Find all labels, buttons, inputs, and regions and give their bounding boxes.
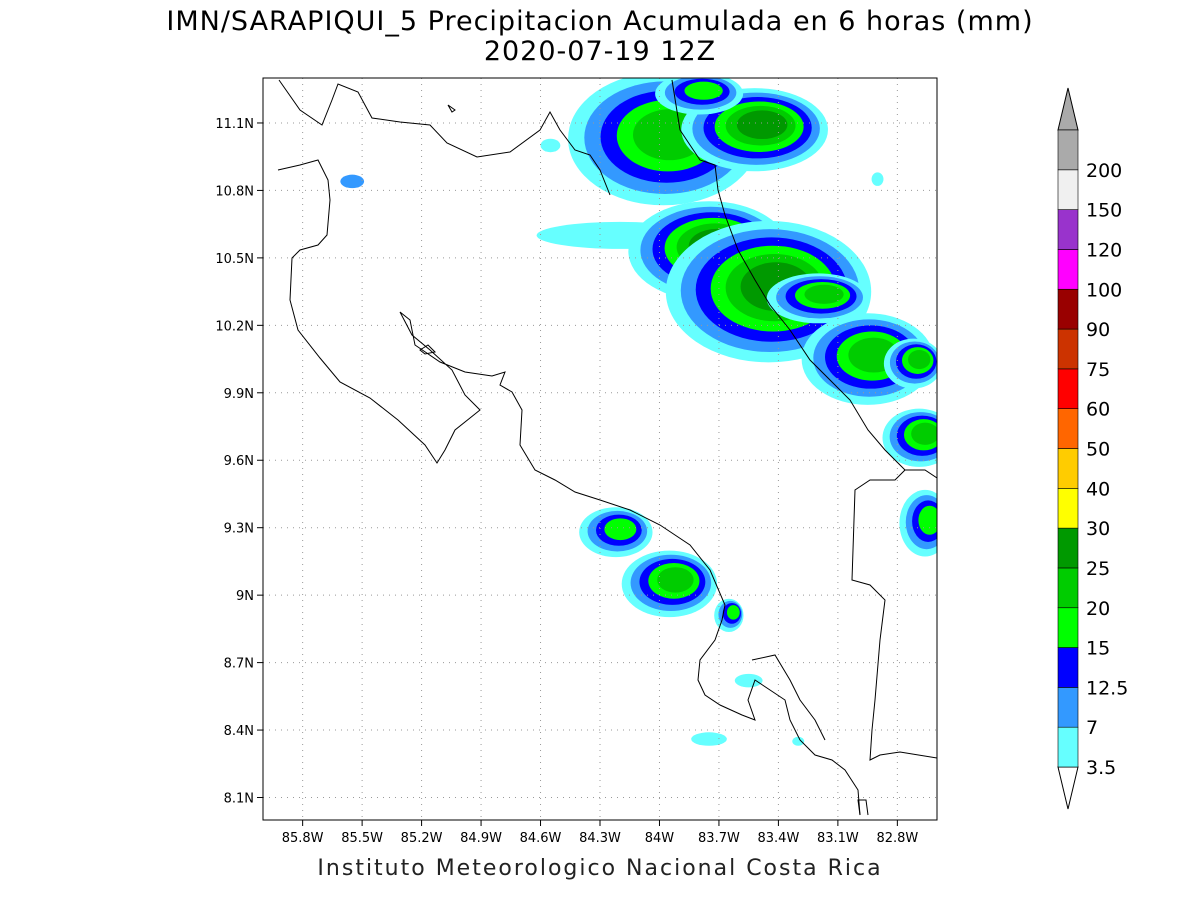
lake-nicaragua-shore: [278, 79, 611, 196]
rain-contour-20: [657, 567, 694, 593]
lon-tick-label: 85.2W: [401, 831, 443, 846]
chart-title-line1: IMN/SARAPIQUI_5 Precipitacion Acumulada …: [166, 6, 1034, 37]
rain-contour-20: [911, 422, 937, 445]
lat-tick-label: 10.2N: [215, 319, 254, 334]
grid-lines: [263, 78, 937, 820]
coastline-borders: [263, 79, 937, 816]
lat-tick-label: 8.4N: [224, 724, 254, 739]
rain-contour-20: [804, 284, 844, 304]
lat-tick-label: 9.3N: [224, 522, 254, 537]
colorbar-swatch: [1057, 169, 1079, 210]
colorbar-swatch: [1057, 647, 1079, 688]
footer-credit: Instituto Meteorologico Nacional Costa R…: [317, 856, 883, 881]
colorbar-label: 20: [1086, 598, 1110, 620]
colorbar-label: 7: [1086, 717, 1098, 739]
axis-ticks: 85.8W 85.5W 85.2W 84.9W 84.6W 84.3W 84W 83.7W 83…: [215, 117, 918, 846]
lon-tick-label: 85.5W: [341, 831, 383, 846]
lon-tick-label: 82.8W: [876, 831, 918, 846]
colorbar-swatch: [1057, 607, 1079, 648]
lon-tick-label: 84.3W: [579, 831, 621, 846]
rain-contour-15: [604, 518, 637, 541]
colorbar-label: 90: [1086, 319, 1110, 341]
lat-tick-label: 8.7N: [224, 657, 254, 672]
colorbar-swatch: [1057, 288, 1079, 330]
colorbar-swatch: [1057, 488, 1079, 529]
pacific-coast: [263, 80, 861, 816]
colorbar-swatch: [1057, 209, 1079, 250]
colorbar-label: 120: [1086, 239, 1122, 261]
islet: [447, 104, 456, 113]
lon-tick-label: 85.8W: [282, 831, 324, 846]
colorbar-label: 3.5: [1086, 757, 1116, 779]
light-rain-band: [540, 138, 561, 153]
colorbar-swatch: [1057, 527, 1079, 569]
lat-tick-label: 10.8N: [215, 184, 254, 199]
caribbean-coast: [671, 79, 937, 479]
rain-contour-20: [907, 350, 931, 370]
light-rain-band: [340, 174, 365, 189]
colorbar-bottom-arrow: [1057, 766, 1079, 810]
colorbar-label: 75: [1086, 359, 1110, 381]
lat-tick-label: 9N: [236, 589, 254, 604]
colorbar-swatch: [1057, 328, 1079, 370]
lat-tick-label: 10.5N: [215, 252, 254, 267]
lon-tick-label: 84W: [645, 831, 675, 846]
lat-tick-label: 9.9N: [224, 387, 254, 402]
colorbar-label: 200: [1086, 160, 1122, 182]
rain-contour-15: [684, 81, 723, 100]
colorbar-swatch: [1057, 448, 1079, 489]
light-rain-band: [734, 673, 763, 688]
precipitation-layer: [340, 78, 937, 746]
light-rain-band: [871, 172, 884, 186]
colorbar-label: 12.5: [1086, 677, 1128, 699]
colorbar-label: 30: [1086, 518, 1110, 540]
lat-tick-label: 9.6N: [224, 454, 254, 469]
lon-tick-label: 83.7W: [698, 831, 740, 846]
rain-contour-15: [726, 605, 740, 620]
colorbar-swatch: [1057, 726, 1079, 768]
lon-tick-label: 84.6W: [520, 831, 562, 846]
colorbar-swatch: [1057, 567, 1079, 609]
gulf-nicoya-island: [419, 344, 437, 355]
lat-tick-label: 8.1N: [224, 792, 254, 807]
colorbar-label: 100: [1086, 279, 1122, 301]
colorbar-label: 25: [1086, 558, 1110, 580]
colorbar-label: 40: [1086, 478, 1110, 500]
chart-title-date: 2020-07-19 12Z: [483, 36, 717, 67]
colorbar-label: 150: [1086, 200, 1122, 222]
osa-peninsula: [751, 654, 826, 741]
southern-border: [857, 799, 869, 816]
colorbar: 3.5 7 12.5 15 20 25 30 40 50 60 75 90 100 120 150 200: [1057, 87, 1128, 810]
colorbar-swatch: [1057, 408, 1079, 449]
colorbar-swatch: [1057, 129, 1079, 171]
lat-tick-label: 11.1N: [215, 117, 254, 132]
colorbar-label: 60: [1086, 399, 1110, 421]
lon-tick-label: 84.9W: [460, 831, 502, 846]
lon-tick-label: 83.4W: [758, 831, 800, 846]
colorbar-swatch: [1057, 249, 1079, 290]
colorbar-swatch: [1057, 368, 1079, 409]
panama-border: [851, 469, 937, 761]
lon-tick-label: 83.1W: [817, 831, 859, 846]
colorbar-swatch: [1057, 687, 1079, 728]
colorbar-label: 50: [1086, 439, 1110, 461]
colorbar-top-arrow: [1057, 87, 1079, 131]
colorbar-label: 15: [1086, 638, 1110, 660]
light-rain-band: [792, 736, 805, 746]
rain-contour-25: [736, 110, 788, 140]
light-rain-band: [691, 732, 727, 746]
